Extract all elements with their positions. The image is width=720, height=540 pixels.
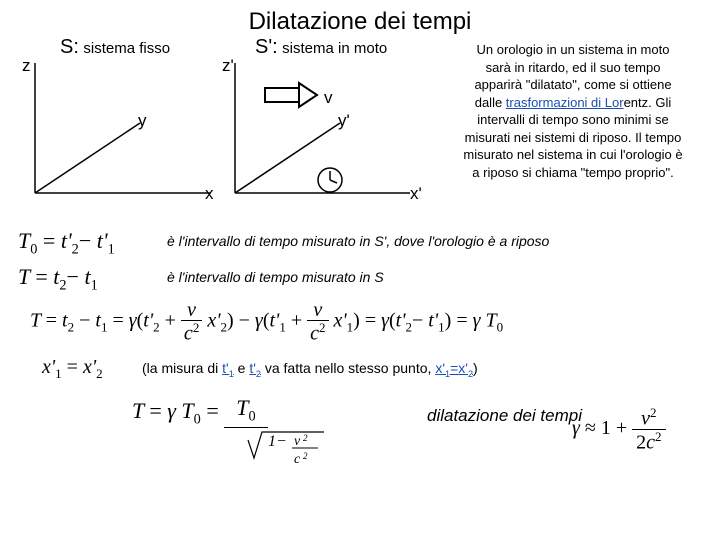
frame-S-axes xyxy=(25,58,220,213)
label-Sp-desc: sistema in moto xyxy=(282,40,387,57)
label-xp: x' xyxy=(410,184,422,204)
para-l1: Un orologio in un sistema in moto xyxy=(477,42,670,57)
eq-row-T0: T0 = t'2− t'1 è l'intervallo di tempo mi… xyxy=(12,226,720,262)
intro-paragraph: Un orologio in un sistema in moto sarà i… xyxy=(432,41,714,181)
svg-text:1−: 1− xyxy=(268,433,287,450)
para-l2: sarà in ritardo, ed il suo tempo xyxy=(486,60,661,75)
note: (la misura di t'1 e t'2 va fatta nello s… xyxy=(142,360,478,379)
note-t1[interactable]: t'1 xyxy=(222,360,234,376)
label-zp: z' xyxy=(222,56,234,76)
para-l7: misurato nel sistema in cui l'orologio è xyxy=(463,147,682,162)
note-t2[interactable]: t'2 xyxy=(249,360,261,376)
eq-long: T = t2 − t1 = γ(t'2 + v c2 x'2) − γ(t'1 … xyxy=(30,300,503,344)
page-title: Dilatazione dei tempi xyxy=(0,0,720,36)
label-y: y xyxy=(138,111,147,131)
svg-text:2: 2 xyxy=(303,451,308,461)
svg-text:2: 2 xyxy=(303,433,308,443)
lorentz-link[interactable]: trasformazioni di Lor xyxy=(506,95,624,110)
label-x: x xyxy=(205,184,214,204)
note-d: ) xyxy=(473,360,478,376)
label-Sp: S': xyxy=(255,36,278,58)
para-l4a: dalle xyxy=(475,95,506,110)
label-Sp-group: S': sistema in moto xyxy=(255,36,387,59)
para-l5: intervalli di tempo sono minimi se xyxy=(477,112,668,127)
diagram-row: S: sistema fisso S': sistema in moto z y… xyxy=(0,36,720,226)
para-l4b: entz. Gli xyxy=(624,95,672,110)
para-l6: misurati nei sistemi di riposo. Il tempo xyxy=(465,130,682,145)
eq-gamma-approx: γ ≈ 1 + v2 2c2 xyxy=(572,406,666,452)
label-v: v xyxy=(324,88,333,108)
eq-T0: T0 = t'2− t'1 xyxy=(18,228,115,258)
svg-text:v: v xyxy=(294,434,301,449)
eq-x: x'1 = x'2 xyxy=(42,356,103,382)
label-S-group: S: sistema fisso xyxy=(60,36,170,59)
note-x1[interactable]: x'1 xyxy=(435,360,450,376)
para-l8: a riposo si chiama "tempo proprio". xyxy=(472,165,673,180)
frame-Sp-axes xyxy=(225,58,420,213)
note-b: e xyxy=(234,360,250,376)
label-S-desc: sistema fisso xyxy=(83,40,170,57)
eq-row-T: T = t2− t1 è l'intervallo di tempo misur… xyxy=(12,262,720,298)
label-S: S: xyxy=(60,36,79,58)
eq-final-main: T = γ T0 = T0 1− v 2 c 2 xyxy=(132,396,268,430)
note-x2[interactable]: x'2 xyxy=(458,360,473,376)
svg-text:c: c xyxy=(294,452,301,467)
note-c: va fatta nello stesso punto, xyxy=(261,360,435,376)
label-z: z xyxy=(22,56,31,76)
desc-T0: è l'intervallo di tempo misurato in S', … xyxy=(167,233,549,249)
eq-T: T = t2− t1 xyxy=(18,264,98,294)
para-l3: apparirà "dilatato", come si ottiene xyxy=(474,77,671,92)
eq-row-long: T = t2 − t1 = γ(t'2 + v c2 x'2) − γ(t'1 … xyxy=(12,298,720,354)
eq-row-final: T = γ T0 = T0 1− v 2 c 2 dilatazione dei… xyxy=(12,386,720,496)
note-a: (la misura di xyxy=(142,360,222,376)
eq-row-x: x'1 = x'2 (la misura di t'1 e t'2 va fat… xyxy=(12,354,720,386)
desc-T: è l'intervallo di tempo misurato in S xyxy=(167,269,384,285)
final-label: dilatazione dei tempi xyxy=(427,406,582,426)
label-yp: y' xyxy=(338,111,350,131)
